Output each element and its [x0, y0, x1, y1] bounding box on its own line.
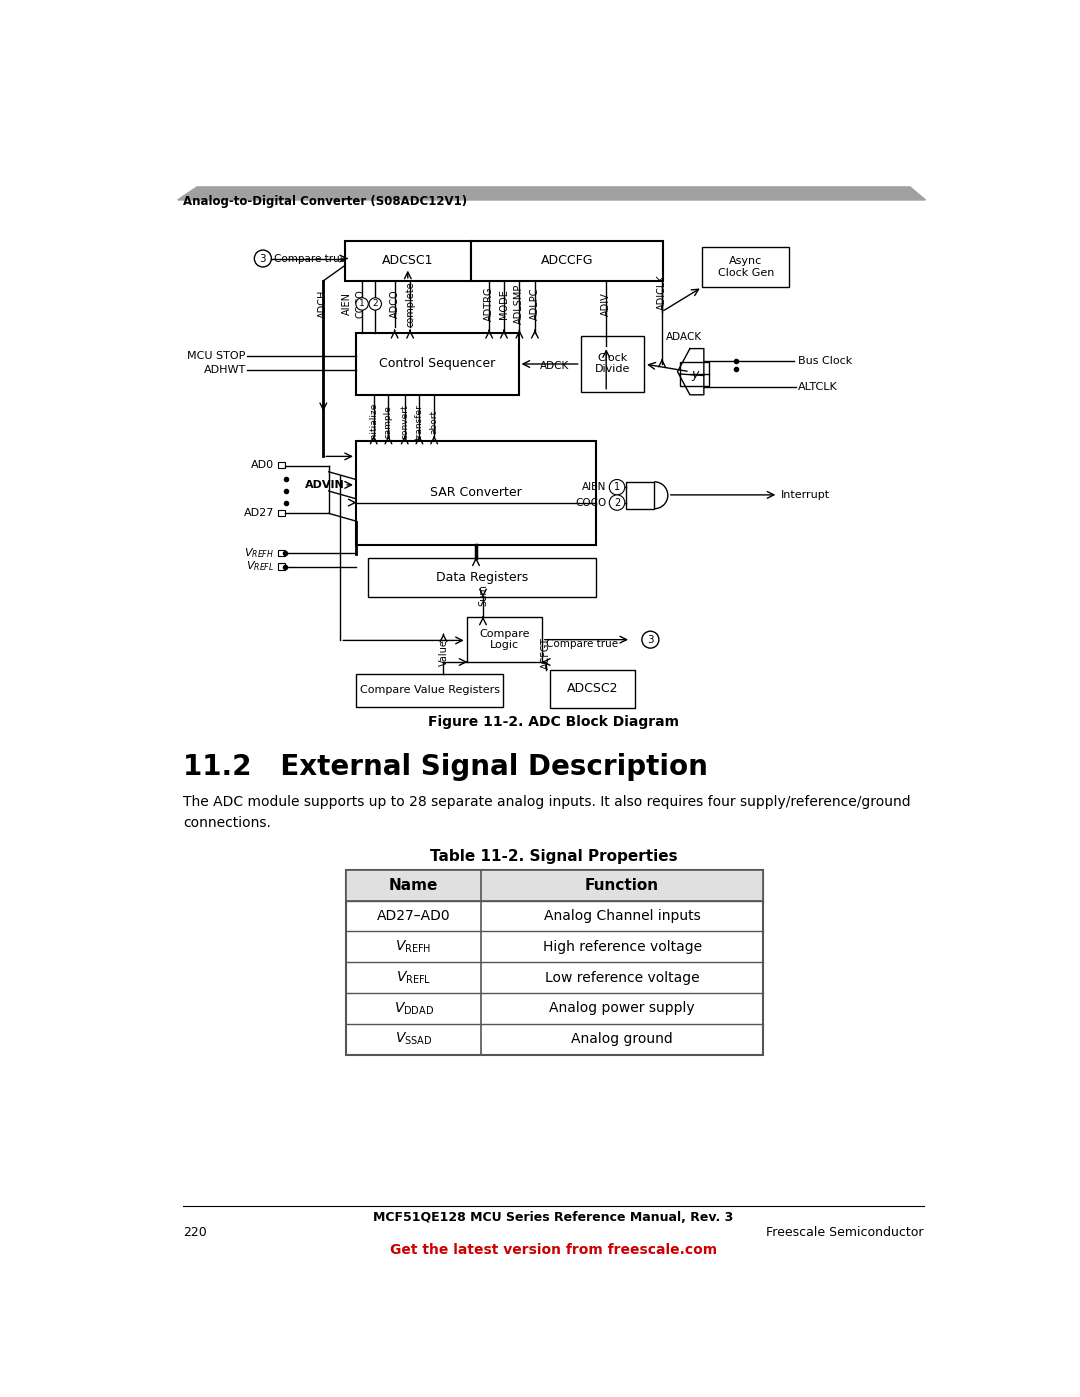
- Text: $V_\mathrm{REFH}$: $V_\mathrm{REFH}$: [395, 939, 432, 956]
- Text: AIEN: AIEN: [582, 482, 606, 492]
- Text: Interrupt: Interrupt: [781, 490, 829, 500]
- Text: transfer: transfer: [415, 404, 424, 440]
- Text: sample: sample: [383, 405, 393, 439]
- Text: Analog-to-Digital Converter (S08ADC12V1): Analog-to-Digital Converter (S08ADC12V1): [183, 194, 468, 208]
- Text: Name: Name: [389, 877, 438, 893]
- Text: $V_\mathrm{DDAD}$: $V_\mathrm{DDAD}$: [393, 1000, 434, 1017]
- Bar: [702, 247, 789, 286]
- Text: ADTRG: ADTRG: [484, 286, 495, 321]
- Bar: [471, 240, 663, 281]
- Text: Compare true: Compare true: [545, 638, 618, 648]
- Text: y: y: [691, 367, 699, 380]
- Text: ADCO: ADCO: [390, 289, 400, 319]
- Text: ADHWT: ADHWT: [203, 365, 246, 376]
- Text: Data Registers: Data Registers: [435, 571, 528, 584]
- Bar: [346, 870, 762, 1055]
- Text: Compare true: Compare true: [274, 253, 347, 264]
- Text: 2: 2: [613, 497, 620, 507]
- Text: AIEN: AIEN: [342, 292, 352, 316]
- Text: $V_\mathrm{REFL}$: $V_\mathrm{REFL}$: [396, 970, 431, 986]
- Text: ADACK: ADACK: [666, 332, 702, 342]
- Text: MCF51QE128 MCU Series Reference Manual, Rev. 3: MCF51QE128 MCU Series Reference Manual, …: [374, 1211, 733, 1224]
- Text: COCO: COCO: [575, 497, 606, 507]
- Text: Function: Function: [585, 877, 659, 893]
- Text: High reference voltage: High reference voltage: [542, 940, 702, 954]
- Text: ADCSC2: ADCSC2: [567, 682, 618, 696]
- Bar: [679, 362, 710, 386]
- Text: Bus Clock: Bus Clock: [798, 356, 852, 366]
- Text: Freescale Semiconductor: Freescale Semiconductor: [767, 1227, 924, 1239]
- Text: Control Sequencer: Control Sequencer: [379, 358, 496, 370]
- Text: initialize: initialize: [369, 402, 378, 441]
- Text: MCU STOP: MCU STOP: [188, 351, 246, 362]
- Circle shape: [369, 298, 381, 310]
- Text: AD27–AD0: AD27–AD0: [377, 909, 450, 923]
- Bar: [550, 669, 635, 708]
- Bar: [279, 550, 284, 556]
- Text: SAR Converter: SAR Converter: [430, 486, 522, 500]
- Text: 1: 1: [360, 299, 365, 309]
- Bar: [367, 557, 596, 597]
- Text: 3: 3: [259, 253, 266, 264]
- Bar: [356, 673, 503, 707]
- Bar: [346, 870, 762, 901]
- Polygon shape: [177, 187, 926, 200]
- Text: Sum: Sum: [478, 584, 488, 606]
- Bar: [625, 482, 654, 509]
- Text: ADCSC1: ADCSC1: [382, 254, 433, 267]
- Circle shape: [609, 479, 625, 495]
- Bar: [467, 617, 542, 662]
- Text: AD0: AD0: [252, 460, 274, 469]
- Text: Get the latest version from freescale.com: Get the latest version from freescale.co…: [390, 1243, 717, 1257]
- Text: COCO: COCO: [355, 289, 365, 319]
- Text: 11.2   External Signal Description: 11.2 External Signal Description: [183, 753, 707, 781]
- Circle shape: [609, 495, 625, 510]
- Text: ADCH: ADCH: [319, 289, 328, 319]
- Text: Analog ground: Analog ground: [571, 1032, 673, 1046]
- Text: 1: 1: [615, 482, 620, 492]
- Text: ADLSMP: ADLSMP: [514, 284, 525, 324]
- Text: complete: complete: [405, 281, 415, 327]
- Text: Low reference voltage: Low reference voltage: [544, 971, 700, 985]
- Text: 3: 3: [647, 634, 653, 644]
- Text: 220: 220: [183, 1227, 206, 1239]
- Text: ADVIN: ADVIN: [305, 481, 345, 490]
- Text: AD27: AD27: [244, 507, 274, 518]
- Text: Value: Value: [438, 640, 448, 666]
- Text: Table 11-2. Signal Properties: Table 11-2. Signal Properties: [430, 849, 677, 865]
- Bar: [279, 462, 284, 468]
- Text: ADCCFG: ADCCFG: [540, 254, 593, 267]
- Text: ADICLK: ADICLK: [657, 274, 667, 310]
- Text: ADLPC: ADLPC: [530, 288, 540, 320]
- Bar: [279, 510, 284, 515]
- Text: Analog Channel inputs: Analog Channel inputs: [543, 909, 701, 923]
- Text: convert: convert: [401, 404, 409, 439]
- Text: abort: abort: [430, 409, 438, 434]
- Text: $V_\mathrm{SSAD}$: $V_\mathrm{SSAD}$: [395, 1031, 432, 1048]
- Text: connections.: connections.: [183, 816, 271, 830]
- Text: Clock
Divide: Clock Divide: [595, 353, 630, 374]
- Text: Analog power supply: Analog power supply: [550, 1002, 694, 1016]
- Bar: [356, 441, 596, 545]
- Text: 2: 2: [373, 299, 378, 309]
- Bar: [345, 240, 471, 281]
- Bar: [279, 563, 284, 570]
- Text: $V_{REFH}$: $V_{REFH}$: [244, 546, 274, 560]
- Text: ADCK: ADCK: [540, 362, 569, 372]
- Text: Compare Value Registers: Compare Value Registers: [360, 685, 499, 696]
- Text: ADIV: ADIV: [602, 292, 611, 316]
- Text: Async
Clock Gen: Async Clock Gen: [717, 256, 774, 278]
- Text: MODE: MODE: [499, 289, 509, 319]
- Bar: [356, 334, 518, 395]
- Circle shape: [356, 298, 368, 310]
- Text: Figure 11-2. ADC Block Diagram: Figure 11-2. ADC Block Diagram: [428, 715, 679, 729]
- Bar: [581, 335, 644, 391]
- Text: $V_{REFL}$: $V_{REFL}$: [246, 560, 274, 573]
- Text: ACFGT: ACFGT: [541, 637, 551, 669]
- Text: Compare
Logic: Compare Logic: [480, 629, 529, 651]
- Text: The ADC module supports up to 28 separate analog inputs. It also requires four s: The ADC module supports up to 28 separat…: [183, 795, 910, 809]
- Text: ALTCLK: ALTCLK: [798, 383, 837, 393]
